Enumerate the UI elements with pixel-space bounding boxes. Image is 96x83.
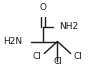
Text: O: O	[39, 3, 46, 12]
Text: Cl: Cl	[74, 52, 83, 61]
Text: NH2: NH2	[59, 22, 78, 31]
Text: H2N: H2N	[3, 37, 23, 46]
Text: Cl: Cl	[53, 57, 62, 66]
Text: Cl: Cl	[32, 52, 41, 61]
